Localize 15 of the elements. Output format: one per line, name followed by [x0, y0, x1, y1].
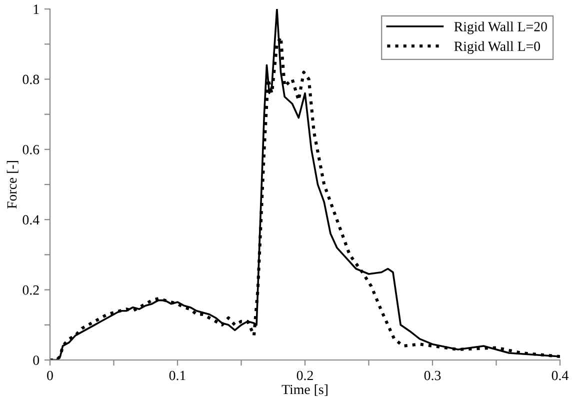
y-tick-label: 0: [33, 356, 40, 365]
x-axis-title: Time [s]: [282, 384, 328, 396]
x-tick-label: 0.3: [424, 370, 441, 380]
legend-label: Rigid Wall L=20: [454, 22, 547, 34]
x-tick-label: 0.1: [169, 370, 186, 380]
x-tick-label: 0: [47, 370, 53, 380]
y-tick-label: 0.2: [22, 285, 39, 295]
x-tick-label: 0.4: [552, 370, 568, 380]
y-tick-label: 1: [34, 4, 39, 14]
y-axis-title: Force [-]: [6, 161, 18, 209]
y-tick-label: 0.8: [22, 74, 40, 84]
x-tick-label: 0.2: [296, 370, 313, 380]
y-tick-label: 0.4: [22, 215, 40, 225]
legend-label: Rigid Wall L=0: [454, 41, 540, 54]
y-tick-label: 0.6: [22, 144, 40, 154]
